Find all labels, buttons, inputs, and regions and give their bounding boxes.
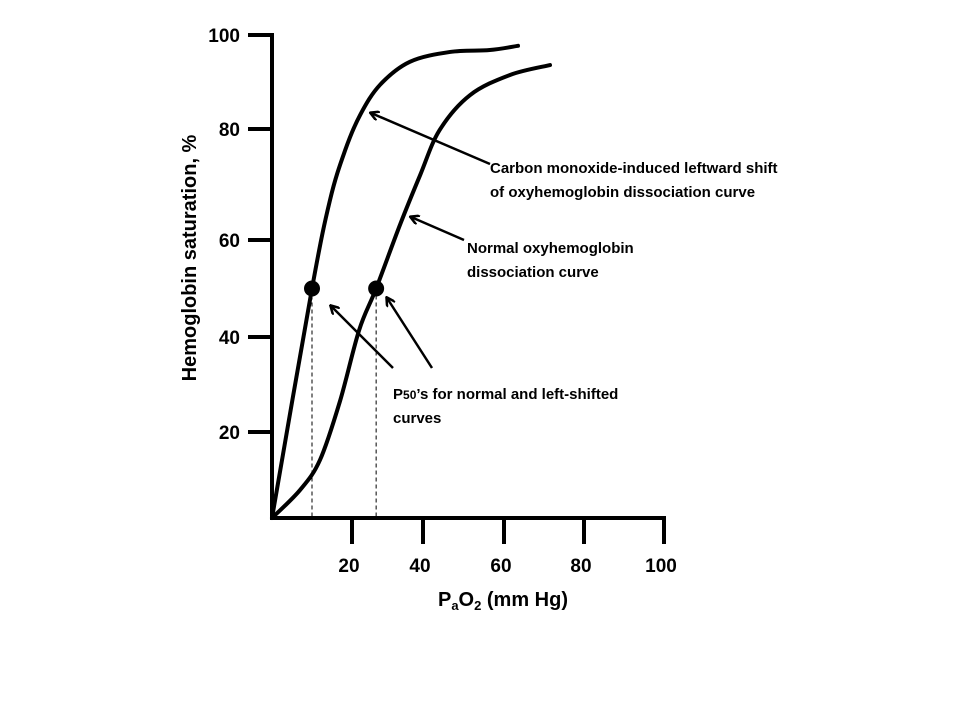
y-tick-label: 60 <box>219 231 240 252</box>
x-tick-label: 20 <box>338 556 359 577</box>
p50-rest: ’s for normal and left-shifted <box>416 386 618 403</box>
x-axis-label: PaO2 (mm Hg) <box>438 589 568 613</box>
p50-annotation-line2: curves <box>393 410 441 427</box>
y-tick-label: 40 <box>219 328 240 349</box>
y-axis-label: Hemoglobin saturation, % <box>179 134 201 381</box>
curve-normal <box>270 63 552 520</box>
y-tick-label: 80 <box>219 120 240 141</box>
p50-point <box>304 280 320 297</box>
p50-p: P <box>393 386 403 403</box>
p50-point <box>368 280 385 297</box>
x-label-p: P <box>438 589 451 611</box>
y-tick-label: 20 <box>219 423 240 444</box>
co-annotation-line1: Carbon monoxide-induced leftward shift <box>490 160 778 177</box>
normal-annotation-line1: Normal oxyhemoglobin <box>467 240 634 257</box>
x-label-units: (mm Hg) <box>481 589 568 611</box>
x-label-o: O <box>459 589 475 611</box>
x-tick-label: 40 <box>409 556 430 577</box>
p50-annotation-line1: P50’s for normal and left-shifted <box>393 386 618 403</box>
x-tick-label: 80 <box>570 556 591 577</box>
normal-annotation-line2: dissociation curve <box>467 264 599 281</box>
x-label-sub-a: a <box>451 598 459 613</box>
x-tick-label: 60 <box>490 556 511 577</box>
p50-co-arrow <box>331 306 394 369</box>
p50-normal-arrow <box>387 298 434 369</box>
x-tick-label: 100 <box>645 556 677 577</box>
axes <box>270 33 666 520</box>
y-tick-label: 100 <box>208 26 240 47</box>
normal-curve-arrow <box>411 217 465 242</box>
p50-sub: 50 <box>403 388 417 402</box>
co-annotation-line2: of oxyhemoglobin dissociation curve <box>490 184 755 201</box>
co-curve-arrow <box>371 113 491 166</box>
x-label-sub-2: 2 <box>474 598 481 613</box>
